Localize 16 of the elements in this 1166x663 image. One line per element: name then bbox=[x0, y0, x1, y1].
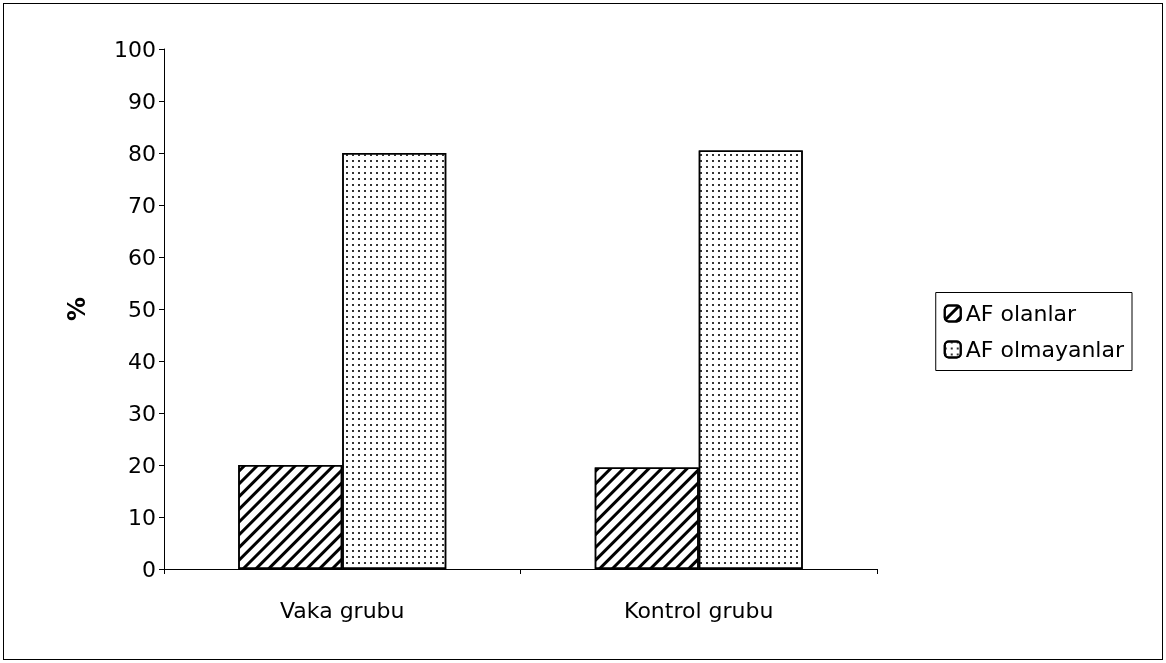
y-tick-label: 10 bbox=[128, 504, 156, 530]
y-tick-label: 20 bbox=[128, 452, 156, 478]
y-tick-label: 30 bbox=[128, 400, 156, 426]
y-tick-label: 50 bbox=[128, 296, 156, 322]
x-tick-label: Kontrol grubu bbox=[624, 597, 774, 623]
x-tick-label: Vaka grubu bbox=[279, 597, 405, 623]
y-tick-label: 60 bbox=[128, 244, 156, 270]
y-tick-label: 100 bbox=[114, 36, 156, 62]
y-tick-label: 70 bbox=[128, 192, 156, 218]
y-tick-label: 40 bbox=[128, 348, 156, 374]
legend-label: AF olmayanlar bbox=[965, 337, 1125, 362]
y-tick-label: 0 bbox=[142, 556, 156, 582]
y-axis-title: % bbox=[63, 296, 91, 322]
legend-label: AF olanlar bbox=[965, 301, 1078, 326]
y-tick-label: 80 bbox=[128, 140, 156, 166]
y-tick-label: 90 bbox=[128, 88, 156, 114]
